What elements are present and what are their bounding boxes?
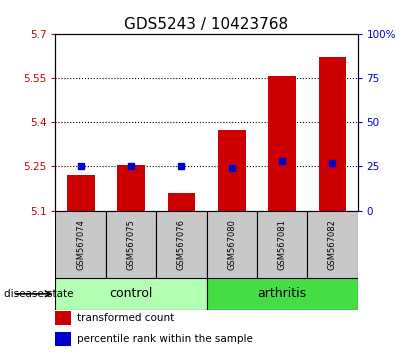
Bar bbox=[55, 312, 71, 325]
Bar bbox=[55, 211, 106, 278]
Bar bbox=[307, 211, 358, 278]
Text: GSM567082: GSM567082 bbox=[328, 219, 337, 270]
Bar bbox=[168, 193, 195, 211]
Text: disease state: disease state bbox=[4, 289, 74, 299]
Bar bbox=[106, 211, 156, 278]
Text: arthritis: arthritis bbox=[257, 287, 307, 300]
Text: transformed count: transformed count bbox=[76, 313, 174, 323]
Bar bbox=[67, 175, 95, 211]
Bar bbox=[117, 165, 145, 211]
Bar bbox=[156, 211, 206, 278]
Bar bbox=[218, 130, 245, 211]
Text: GSM567075: GSM567075 bbox=[127, 219, 136, 270]
Bar bbox=[55, 278, 206, 310]
Text: percentile rank within the sample: percentile rank within the sample bbox=[76, 334, 252, 344]
Bar bbox=[206, 211, 257, 278]
Bar bbox=[319, 57, 346, 211]
Bar bbox=[268, 76, 296, 211]
Text: GSM567080: GSM567080 bbox=[227, 219, 236, 270]
Title: GDS5243 / 10423768: GDS5243 / 10423768 bbox=[125, 17, 289, 33]
Bar bbox=[257, 211, 307, 278]
Text: GSM567081: GSM567081 bbox=[277, 219, 286, 270]
Bar bbox=[55, 332, 71, 346]
Text: control: control bbox=[109, 287, 153, 300]
Bar bbox=[206, 278, 358, 310]
Text: GSM567076: GSM567076 bbox=[177, 219, 186, 270]
Text: GSM567074: GSM567074 bbox=[76, 219, 85, 270]
